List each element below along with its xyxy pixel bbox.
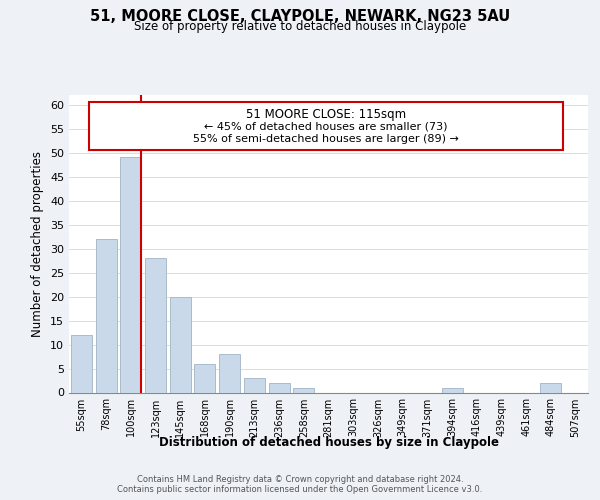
Bar	[269, 383, 290, 392]
Bar	[442, 388, 463, 392]
Bar	[219, 354, 240, 393]
Text: ← 45% of detached houses are smaller (73): ← 45% of detached houses are smaller (73…	[204, 122, 448, 132]
Y-axis label: Number of detached properties: Number of detached properties	[31, 151, 44, 337]
Text: Size of property relative to detached houses in Claypole: Size of property relative to detached ho…	[134, 20, 466, 33]
Bar	[293, 388, 314, 392]
Bar	[194, 364, 215, 392]
Text: 51, MOORE CLOSE, CLAYPOLE, NEWARK, NG23 5AU: 51, MOORE CLOSE, CLAYPOLE, NEWARK, NG23 …	[90, 9, 510, 24]
Bar	[145, 258, 166, 392]
FancyBboxPatch shape	[89, 102, 563, 150]
Bar	[95, 239, 116, 392]
Bar	[71, 335, 92, 392]
Text: 51 MOORE CLOSE: 115sqm: 51 MOORE CLOSE: 115sqm	[246, 108, 406, 122]
Text: Contains HM Land Registry data © Crown copyright and database right 2024.: Contains HM Land Registry data © Crown c…	[137, 476, 463, 484]
Text: Contains public sector information licensed under the Open Government Licence v3: Contains public sector information licen…	[118, 486, 482, 494]
Bar	[244, 378, 265, 392]
Bar	[541, 383, 562, 392]
Bar	[120, 158, 141, 392]
Text: 55% of semi-detached houses are larger (89) →: 55% of semi-detached houses are larger (…	[193, 134, 459, 144]
Bar	[170, 296, 191, 392]
Text: Distribution of detached houses by size in Claypole: Distribution of detached houses by size …	[159, 436, 499, 449]
